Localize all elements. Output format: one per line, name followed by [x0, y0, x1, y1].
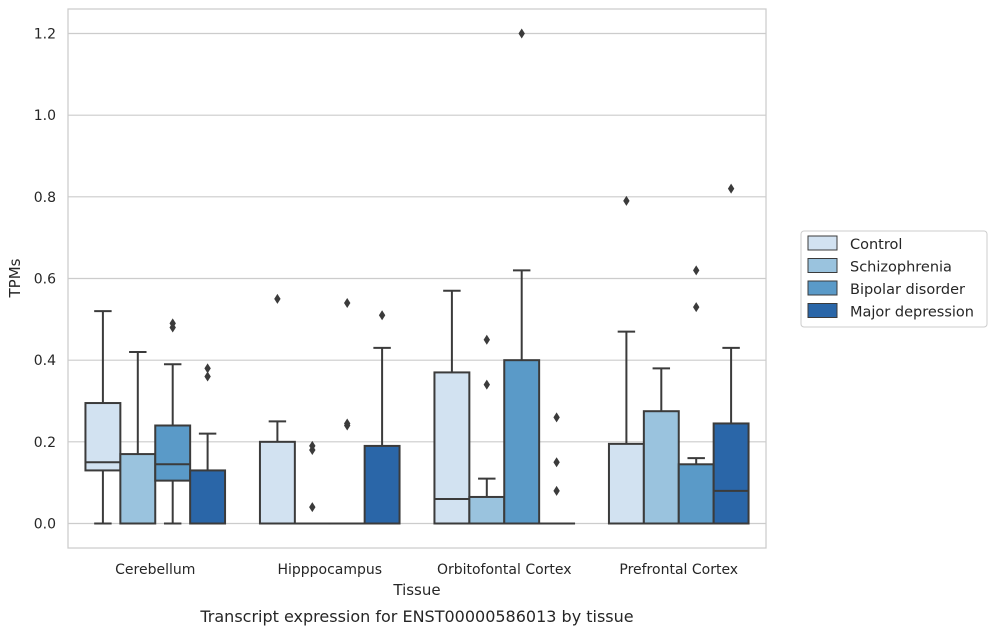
legend-swatch	[807, 303, 838, 318]
outlier-point	[344, 298, 351, 308]
y-axis-label: TPMs	[6, 258, 24, 298]
box-bipolar-disorder	[677, 265, 715, 525]
box-bipolar-disorder	[503, 28, 541, 525]
legend-swatch	[807, 235, 838, 251]
box-body	[433, 371, 471, 525]
outlier-point	[483, 379, 490, 390]
legend: Control Schizophrenia Bipolar disorder Majo…	[800, 230, 988, 328]
legend-label: Bipolar disorder	[850, 282, 965, 298]
box-body	[363, 444, 401, 525]
x-axis-ticks: Cerebellum Hipppocampus Orbitofontal Corte…	[115, 562, 738, 578]
box-major-depression	[712, 183, 750, 525]
box-body	[84, 402, 122, 472]
box-control	[433, 289, 471, 525]
outlier-point	[204, 363, 211, 374]
y-axis-ticks: 0.0 0.2 0.4 0.6 0.8 1.0 1.2	[34, 27, 56, 533]
outlier-point	[518, 28, 525, 39]
outlier-point	[204, 371, 211, 382]
outlier-point	[344, 418, 351, 429]
legend-frame	[800, 230, 988, 328]
outlier-point	[553, 412, 560, 423]
outlier-point	[274, 293, 281, 304]
outlier-point	[553, 457, 560, 468]
box-body	[712, 422, 750, 525]
y-tick-label: 1.2	[34, 27, 56, 43]
box-control	[84, 310, 122, 525]
chart-caption: Transcript expression for ENST0000058601…	[199, 607, 633, 626]
x-axis-label: Tissue	[392, 581, 440, 599]
box-body	[468, 495, 506, 525]
outlier-point	[693, 302, 700, 313]
box-groups	[84, 28, 750, 525]
legend-swatch	[807, 280, 838, 296]
outlier-point	[309, 502, 316, 513]
y-tick-label: 1.0	[34, 108, 56, 124]
x-tick-label: Hipppocampus	[277, 562, 382, 578]
x-tick-label: Orbitofontal Cortex	[437, 562, 572, 578]
box-body	[642, 410, 680, 525]
legend-label: Major depression	[850, 305, 974, 321]
box-body	[677, 463, 715, 525]
box-bipolar-disorder	[154, 318, 192, 525]
box-body	[119, 453, 157, 525]
outlier-point	[169, 318, 176, 329]
box-schizophrenia	[119, 351, 157, 525]
box-body	[503, 359, 541, 525]
y-tick-label: 0.8	[34, 190, 56, 206]
y-tick-label: 0.0	[34, 517, 56, 533]
legend-label: Control	[850, 237, 902, 253]
outlier-point	[727, 183, 735, 194]
outlier-point	[553, 485, 560, 496]
x-tick-label: Cerebellum	[115, 562, 195, 578]
box-control	[258, 293, 296, 525]
box-schizophrenia	[642, 367, 680, 525]
box-major-depression	[189, 363, 227, 525]
legend-label: Schizophrenia	[850, 260, 952, 276]
outlier-point	[623, 195, 630, 206]
legend-swatch	[807, 258, 838, 273]
x-tick-label: Prefrontal Cortex	[619, 562, 738, 578]
box-body	[258, 440, 296, 525]
box-body	[607, 442, 645, 525]
box-body	[189, 469, 227, 525]
y-tick-label: 0.4	[34, 353, 56, 369]
outlier-point	[378, 310, 386, 321]
y-tick-label: 0.6	[34, 272, 56, 288]
y-tick-label: 0.2	[34, 435, 56, 451]
box-major-depression	[538, 412, 576, 525]
outlier-point	[309, 440, 316, 451]
outlier-point	[483, 334, 490, 345]
plot-frame	[67, 8, 767, 549]
box-control	[607, 195, 645, 525]
box-major-depression	[363, 310, 401, 525]
box-body	[154, 424, 192, 482]
outlier-point	[693, 265, 700, 276]
